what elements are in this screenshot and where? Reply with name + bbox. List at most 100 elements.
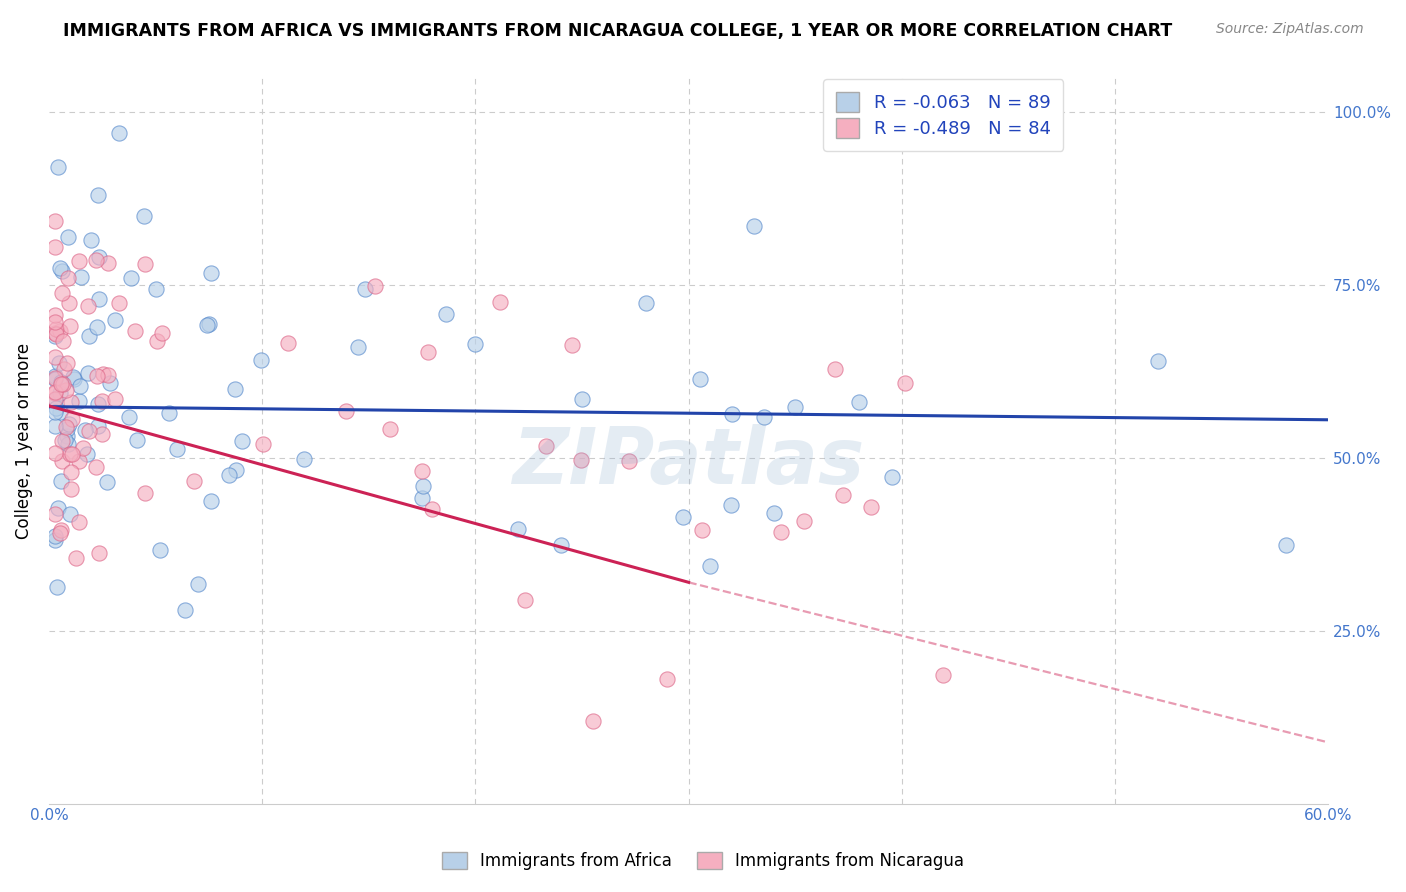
- Point: [44, 385, 66, 400]
- Point: [89, 250, 111, 264]
- Point: [218, 468, 240, 483]
- Point: [378, 422, 401, 436]
- Point: [742, 219, 765, 234]
- Point: [149, 543, 172, 558]
- Point: [880, 469, 903, 483]
- Point: [506, 522, 529, 536]
- Point: [488, 295, 510, 310]
- Point: [49, 526, 72, 541]
- Point: [561, 338, 583, 352]
- Point: [617, 454, 640, 468]
- Point: [197, 318, 219, 332]
- Point: [86, 419, 108, 434]
- Point: [48, 405, 70, 419]
- Text: IMMIGRANTS FROM AFRICA VS IMMIGRANTS FROM NICARAGUA COLLEGE, 1 YEAR OR MORE CORR: IMMIGRANTS FROM AFRICA VS IMMIGRANTS FRO…: [63, 22, 1173, 40]
- Point: [91, 426, 114, 441]
- Point: [84, 459, 107, 474]
- Point: [44, 405, 66, 419]
- Point: [932, 667, 955, 681]
- Point: [52, 376, 75, 391]
- Point: [59, 447, 82, 461]
- Point: [49, 261, 72, 276]
- Point: [173, 603, 195, 617]
- Point: [51, 523, 73, 537]
- Point: [87, 188, 110, 202]
- Point: [252, 437, 274, 451]
- Point: [97, 368, 120, 383]
- Point: [104, 392, 127, 406]
- Point: [76, 447, 98, 461]
- Y-axis label: College, 1 year or more: College, 1 year or more: [15, 343, 32, 539]
- Point: [335, 404, 357, 418]
- Point: [120, 271, 142, 285]
- Point: [354, 282, 377, 296]
- Point: [44, 214, 66, 228]
- Point: [53, 433, 76, 447]
- Point: [831, 487, 853, 501]
- Point: [416, 345, 439, 359]
- Point: [145, 282, 167, 296]
- Point: [90, 393, 112, 408]
- Point: [124, 325, 146, 339]
- Point: [46, 501, 69, 516]
- Point: [52, 334, 75, 349]
- Point: [672, 509, 695, 524]
- Point: [44, 315, 66, 329]
- Point: [60, 412, 83, 426]
- Text: Source: ZipAtlas.com: Source: ZipAtlas.com: [1216, 22, 1364, 37]
- Point: [69, 379, 91, 393]
- Point: [44, 533, 66, 547]
- Point: [67, 454, 90, 468]
- Point: [72, 441, 94, 455]
- Point: [51, 264, 73, 278]
- Point: [134, 257, 156, 271]
- Point: [44, 392, 66, 407]
- Point: [44, 240, 66, 254]
- Point: [200, 493, 222, 508]
- Point: [62, 370, 84, 384]
- Point: [536, 439, 558, 453]
- Point: [785, 400, 807, 414]
- Point: [44, 419, 66, 434]
- Point: [860, 500, 883, 514]
- Point: [363, 279, 385, 293]
- Point: [793, 515, 815, 529]
- Point: [51, 454, 73, 468]
- Point: [44, 308, 66, 322]
- Point: [44, 371, 66, 385]
- Point: [58, 437, 80, 451]
- Point: [108, 126, 131, 140]
- Point: [59, 507, 82, 521]
- Point: [720, 407, 742, 421]
- Point: [412, 479, 434, 493]
- Point: [58, 295, 80, 310]
- Point: [63, 372, 86, 386]
- Point: [48, 356, 70, 370]
- Point: [46, 161, 69, 175]
- Point: [513, 592, 536, 607]
- Point: [70, 269, 93, 284]
- Point: [434, 307, 457, 321]
- Point: [55, 355, 77, 369]
- Point: [44, 507, 66, 521]
- Point: [125, 433, 148, 447]
- Point: [67, 394, 90, 409]
- Point: [45, 326, 67, 341]
- Point: [56, 422, 79, 436]
- Point: [150, 326, 173, 341]
- Point: [183, 474, 205, 488]
- Point: [690, 523, 713, 537]
- Point: [1146, 354, 1168, 368]
- Point: [55, 384, 77, 398]
- Point: [91, 367, 114, 381]
- Point: [44, 385, 66, 400]
- Point: [200, 266, 222, 280]
- Point: [86, 253, 108, 268]
- Point: [157, 406, 180, 420]
- Point: [146, 334, 169, 348]
- Legend: R = -0.063   N = 89, R = -0.489   N = 84: R = -0.063 N = 89, R = -0.489 N = 84: [823, 79, 1063, 151]
- Point: [46, 580, 69, 594]
- Point: [752, 409, 775, 424]
- Point: [166, 442, 188, 456]
- Point: [224, 382, 246, 396]
